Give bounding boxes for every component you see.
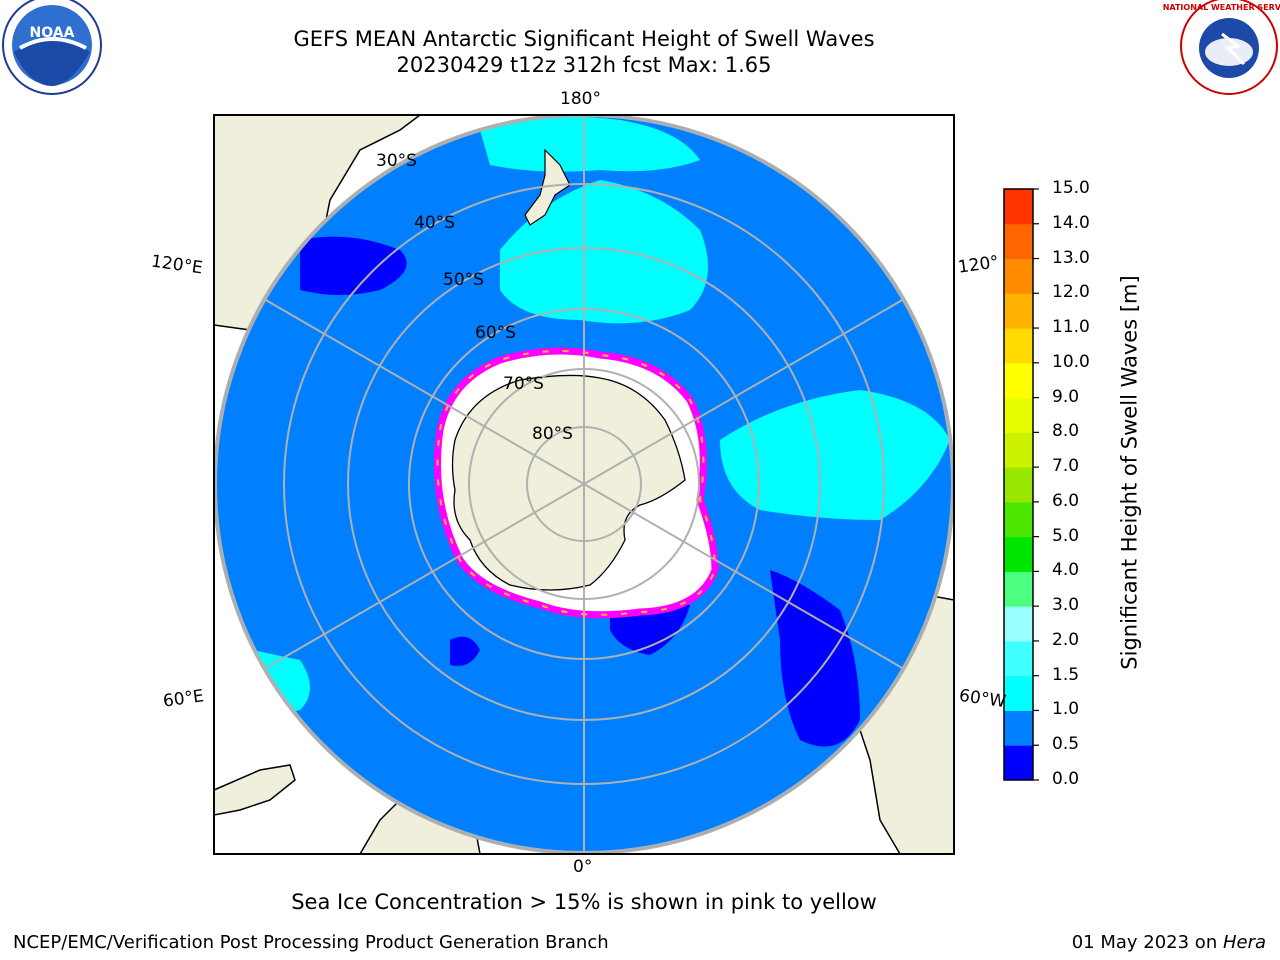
colorbar-swatch: [1004, 223, 1033, 260]
colorbar-tick-label: 5.0: [1052, 525, 1080, 546]
colorbar-swatch: [1004, 432, 1033, 468]
colorbar-swatch: [1004, 536, 1033, 572]
noaa-logo: NOAA: [2, 0, 102, 95]
swell-patch-low-small: [450, 636, 480, 666]
colorbar-swatch: [1004, 640, 1033, 677]
colorbar-tick-label: 15.0: [1052, 178, 1090, 198]
swell-patch-low-australia: [300, 236, 407, 295]
colorbar-tick-label: 1.5: [1052, 664, 1080, 685]
colorbar-swatch: [1004, 397, 1033, 433]
footer-credit: NCEP/EMC/Verification Post Processing Pr…: [13, 932, 609, 953]
colorbar-frame: [1003, 188, 1034, 781]
colorbar-tick-label: 0.0: [1052, 769, 1080, 789]
map-title-line1: GEFS MEAN Antarctic Significant Height o…: [293, 27, 875, 51]
colorbar-swatch: [1004, 467, 1033, 503]
footer-date-text: 01 May 2023 on: [1071, 932, 1223, 953]
colorbar-tick-label: 14.0: [1052, 212, 1090, 233]
swell-patch-north: [480, 116, 700, 172]
nws-logo-text: NATIONAL WEATHER SERVICE: [1163, 3, 1280, 12]
antarctica-land: [451, 374, 686, 591]
colorbar-tick-label: 7.0: [1052, 456, 1080, 477]
lon-label-0: 0°: [573, 857, 593, 877]
colorbar-swatch: [1004, 501, 1033, 538]
colorbar-tick-label: 13.0: [1052, 247, 1090, 268]
swell-patch-low-sa: [770, 570, 860, 747]
lat-label-80s: 80°S: [532, 424, 573, 444]
sea-ice-caption: Sea Ice Concentration > 15% is shown in …: [291, 890, 877, 914]
swell-patch-east: [720, 390, 950, 520]
colorbar-tick-label: 8.0: [1052, 421, 1080, 442]
colorbar-tick-marks: [1033, 188, 1039, 781]
colorbar-tick-label: 1.0: [1052, 699, 1080, 720]
swell-patch-pacific: [500, 180, 708, 324]
lat-label-50s: 50°S: [443, 270, 484, 290]
map-frame: [213, 114, 955, 855]
lon-label-180: 180°: [560, 89, 601, 109]
lat-label-60s: 60°S: [475, 323, 516, 343]
colorbar-tick-label: 6.0: [1052, 490, 1080, 511]
colorbar-swatch: [1004, 189, 1033, 225]
map-title-line2: 20230429 t12z 312h fcst Max: 1.65: [396, 53, 772, 77]
colorbar-swatch: [1004, 606, 1033, 642]
colorbar-tick-label: 12.0: [1052, 282, 1090, 303]
colorbar-swatch: [1004, 328, 1033, 364]
madagascar-land: [214, 764, 296, 816]
colorbar-title: Significant Height of Swell Waves [m]: [1117, 275, 1142, 670]
colorbar-swatch: [1004, 675, 1033, 711]
graticule: [215, 115, 953, 854]
colorbar-tick-label: 3.0: [1052, 595, 1080, 616]
colorbar-tick-label: 11.0: [1052, 317, 1090, 338]
lat-label-40s: 40°S: [414, 213, 455, 233]
map-area: [214, 115, 954, 854]
colorbar-swatch: [1004, 745, 1033, 781]
colorbar-swatch: [1004, 362, 1033, 399]
colorbar-tick-label: 9.0: [1052, 386, 1080, 407]
new-zealand-land: [524, 148, 571, 226]
footer-date: 01 May 2023 on Hera: [1072, 932, 1266, 953]
national-weather-service-logo: NATIONAL WEATHER SERVICE: [1163, 0, 1280, 95]
lat-label-30s: 30°S: [376, 151, 417, 171]
colorbar-swatch: [1004, 258, 1033, 294]
footer-host: Hera: [1222, 932, 1266, 953]
noaa-logo-text: NOAA: [30, 25, 75, 41]
colorbar-tick-label: 4.0: [1052, 560, 1080, 581]
colorbar: [1004, 189, 1033, 781]
colorbar-tick-label: 0.5: [1052, 734, 1080, 755]
colorbar-tick-label: 10.0: [1052, 351, 1090, 372]
colorbar-tick-label: 2.0: [1052, 629, 1080, 650]
lat-label-70s: 70°S: [503, 374, 544, 394]
colorbar-swatch: [1004, 710, 1033, 746]
colorbar-swatch: [1004, 293, 1033, 329]
colorbar-swatch: [1004, 571, 1033, 607]
